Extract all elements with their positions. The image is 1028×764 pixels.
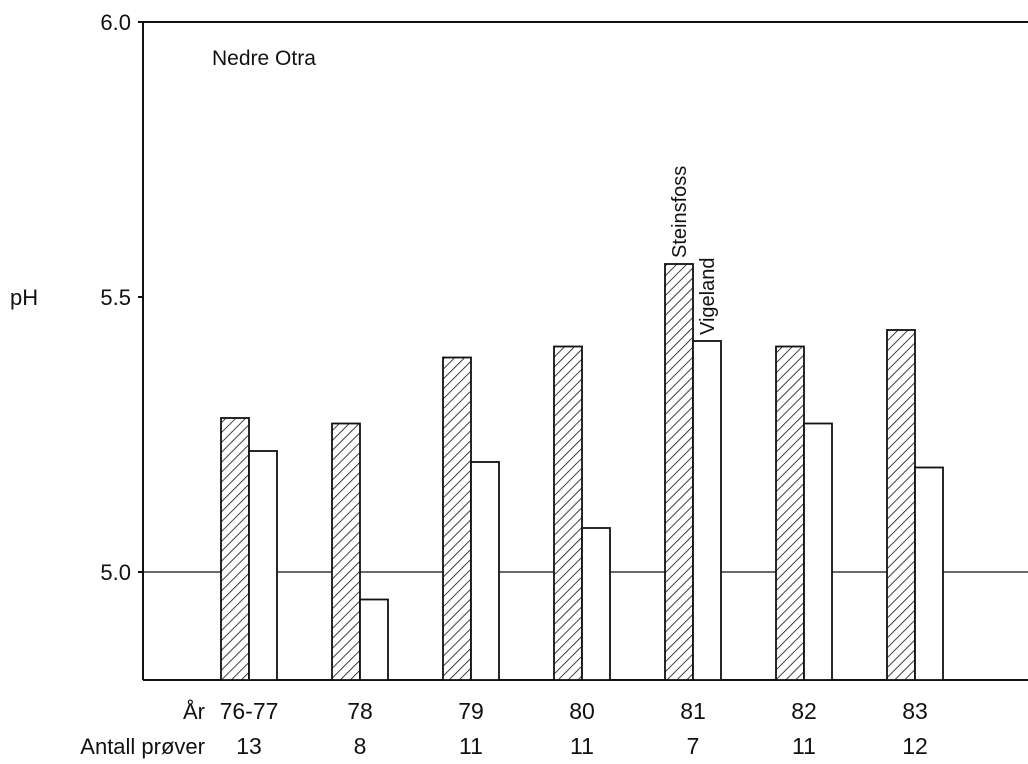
y-tick-label: 5.5 <box>100 285 131 310</box>
sample-count-label: 13 <box>236 733 262 759</box>
y-tick-label: 5.0 <box>100 560 131 585</box>
category-labels-group: 76-77 13 78 8 79 11 80 11 81 7 82 11 83 12 <box>220 698 928 759</box>
year-row-label: År <box>183 699 205 724</box>
sample-count-label: 8 <box>354 733 367 759</box>
year-label: 78 <box>347 698 373 724</box>
bar-steinsfoss-82 <box>775 345 805 681</box>
bar-vigeland-82 <box>803 422 833 681</box>
year-label: 83 <box>902 698 928 724</box>
sample-count-label: 11 <box>570 733 594 759</box>
year-label: 80 <box>569 698 595 724</box>
bar-vigeland-76-77 <box>248 450 278 681</box>
bar-steinsfoss-81 <box>664 263 694 681</box>
chart-title: Nedre Otra <box>212 47 316 70</box>
bar-vigeland-78 <box>359 598 389 681</box>
year-label: 82 <box>791 698 817 724</box>
sample-count-row-label: Antall prøver <box>80 734 205 759</box>
bar-steinsfoss-76-77 <box>220 417 250 681</box>
bar-steinsfoss-79 <box>442 356 472 681</box>
year-label: 81 <box>680 698 706 724</box>
bar-vigeland-80 <box>581 527 611 681</box>
series-label-vigeland: Vigeland <box>697 258 719 335</box>
bar-steinsfoss-78 <box>331 422 361 681</box>
sample-count-label: 11 <box>792 733 816 759</box>
bar-vigeland-81 <box>692 340 722 681</box>
bar-steinsfoss-83 <box>886 329 916 681</box>
y-axis-label: pH <box>10 285 38 310</box>
sample-count-label: 11 <box>459 733 483 759</box>
bar-vigeland-83 <box>914 466 944 681</box>
bar-steinsfoss-80 <box>553 345 583 681</box>
bar-vigeland-79 <box>470 461 500 681</box>
sample-count-label: 12 <box>902 733 928 759</box>
y-tick-label: 6.0 <box>100 10 131 35</box>
year-label: 79 <box>458 698 484 724</box>
series-label-steinsfoss: Steinsfoss <box>669 166 691 258</box>
bars-group <box>220 263 944 681</box>
year-label: 76-77 <box>220 698 279 724</box>
sample-count-label: 7 <box>687 733 700 759</box>
